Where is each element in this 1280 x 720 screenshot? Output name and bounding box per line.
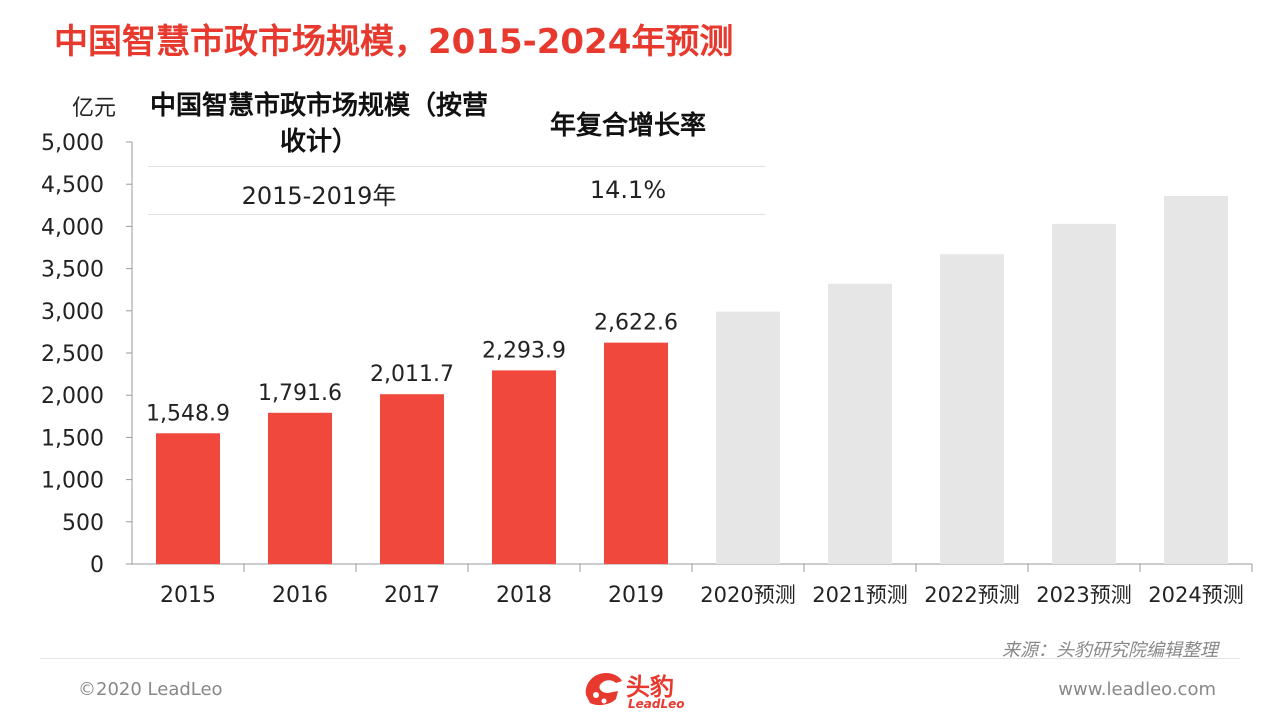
y-tick-label: 4,000 [41, 215, 104, 240]
y-tick-label: 1,000 [41, 469, 104, 494]
y-tick-label: 2,500 [41, 342, 104, 367]
x-tick-label: 2018 [496, 583, 552, 608]
copyright-text: ©2020 LeadLeo [78, 679, 223, 700]
y-tick-label: 4,500 [41, 173, 104, 198]
bar-chart: 0 500 1,000 1,500 2,000 2,500 3,000 3,500 4,000 4… [41, 131, 1253, 608]
data-label: 1,791.6 [258, 381, 342, 406]
data-bar [380, 394, 444, 564]
summary-period: 2015-2019年 [241, 182, 397, 210]
x-tick-label: 2021预测 [812, 583, 907, 607]
x-tick-label: 2024预测 [1148, 583, 1243, 607]
summary-divider-bottom [148, 214, 766, 215]
leopard-logo-icon [585, 673, 622, 706]
y-tick-label: 5,000 [41, 131, 104, 156]
forecast-bar [1052, 223, 1116, 565]
x-tick-label: 2016 [272, 583, 328, 608]
x-tick-label: 2023预测 [1036, 583, 1131, 607]
x-tick-label: 2015 [160, 583, 216, 608]
data-bar [604, 342, 668, 564]
forecast-bar [828, 283, 892, 564]
data-bar [492, 370, 556, 564]
data-label: 1,548.9 [146, 401, 230, 426]
logo-subtext: LeadLeo [628, 697, 685, 711]
data-label: 2,293.9 [482, 338, 566, 363]
forecast-bar [940, 254, 1004, 564]
data-label: 2,011.7 [370, 362, 454, 387]
leadleo-logo: 头豹 LeadLeo [580, 665, 710, 717]
y-tick-label: 0 [90, 553, 104, 578]
y-tick-label: 500 [62, 511, 104, 536]
footer-divider [40, 658, 1240, 659]
source-note: 来源：头豹研究院编辑整理 [1002, 640, 1218, 661]
summary-header-cagr: 年复合增长率 [549, 111, 706, 141]
website-link[interactable]: www.leadleo.com [1058, 679, 1216, 700]
data-bar [156, 433, 220, 564]
data-label: 2,622.6 [594, 311, 678, 336]
y-tick-label: 2,000 [41, 384, 104, 409]
summary-cagr-value: 14.1% [589, 176, 667, 204]
summary-header-market-size: 中国智慧市政市场规模（按营收计） [149, 91, 488, 157]
x-tick-label: 2022预测 [924, 583, 1019, 607]
forecast-bar [716, 311, 780, 564]
x-tick-label: 2019 [608, 583, 664, 608]
data-bar [268, 412, 332, 564]
forecast-bar [1164, 196, 1228, 565]
page-title: 中国智慧市政市场规模，2015-2024年预测 [54, 22, 734, 62]
summary-divider-top [148, 166, 766, 167]
y-axis-unit: 亿元 [72, 96, 117, 121]
x-tick-label: 2017 [384, 583, 440, 608]
x-tick-label: 2020预测 [700, 583, 795, 607]
logo-text: 头豹 [626, 673, 674, 701]
y-tick-label: 3,500 [41, 258, 104, 283]
y-tick-label: 1,500 [41, 426, 104, 451]
y-tick-label: 3,000 [41, 300, 104, 325]
